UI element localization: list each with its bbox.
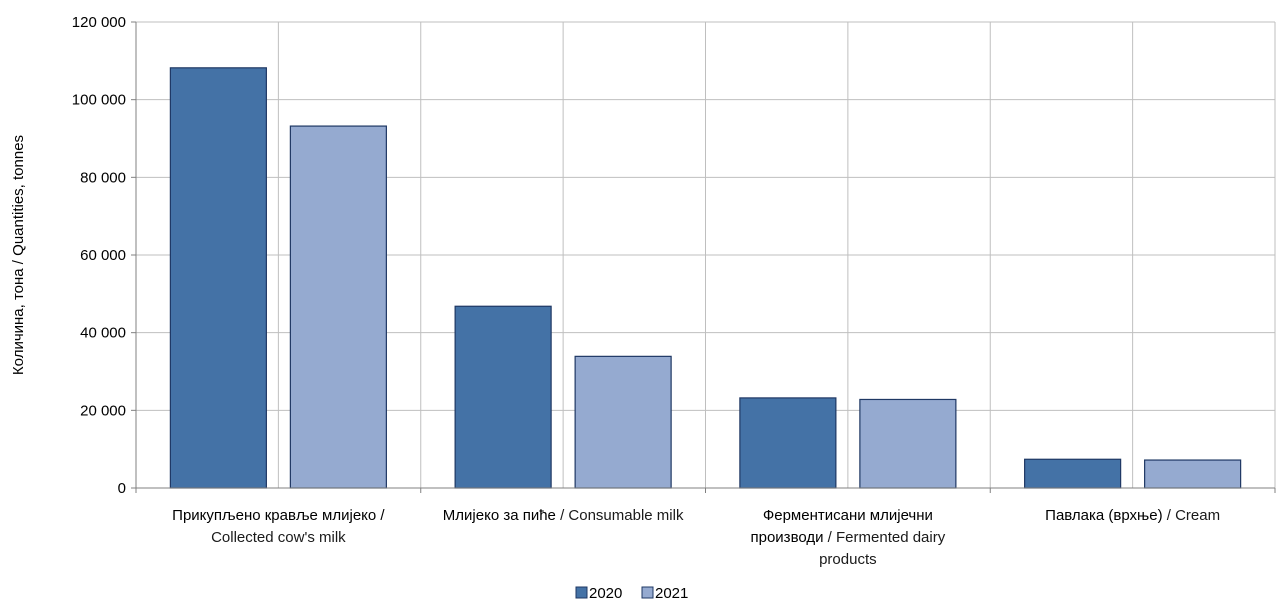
x-category-label: Прикупљено кравље млијеко / Collected cow… — [172, 507, 385, 546]
x-category-label-part: Прикупљено кравље млијеко / — [172, 507, 385, 524]
y-tick-label: 60 000 — [80, 247, 126, 264]
x-category-label-part: products — [819, 551, 877, 568]
bar-2021-3 — [1144, 459, 1242, 489]
x-category-label-part: / Fermented dairy — [824, 529, 946, 546]
x-category-label-part: / Consumable milk — [556, 507, 684, 524]
bar-2021-1 — [574, 355, 672, 489]
axes — [131, 21, 1276, 493]
y-tick-label: 120 000 — [72, 14, 126, 31]
y-tick-label: 20 000 — [80, 402, 126, 419]
legend-swatch — [575, 586, 588, 599]
x-category-label: Млијеко за пиће / Consumable milk — [443, 507, 684, 524]
x-category-label-part: Ферментисани млијечни — [763, 507, 933, 524]
legend[interactable]: 2020 2021 — [575, 585, 688, 602]
legend-label: 2020 — [589, 585, 622, 602]
x-category-label-part: Павлака (врхње) — [1045, 507, 1162, 524]
y-axis-label: Количина, тона / Quantities, tonnes — [10, 135, 27, 375]
bar-2021-0 — [289, 125, 387, 489]
bar-2021-2 — [859, 398, 957, 489]
x-category-labels: Прикупљено кравље млијеко / Collected cow… — [172, 507, 1220, 568]
x-category-label: Ферментисани млијечни производи / Ferment… — [751, 507, 946, 568]
legend-item-2021[interactable]: 2021 — [641, 585, 688, 602]
bar-2020-1 — [454, 305, 552, 489]
legend-item-2020[interactable]: 2020 — [575, 585, 622, 602]
y-tick-label: 80 000 — [80, 169, 126, 186]
y-tick-label: 0 — [118, 480, 126, 497]
x-category-label-part: Collected cow's milk — [211, 529, 346, 546]
y-tick-label: 40 000 — [80, 325, 126, 342]
y-tick-labels: 0 20 000 40 000 60 000 80 000 100 000 120 000 — [72, 14, 126, 497]
bars — [169, 67, 1242, 489]
bar-2020-3 — [1024, 458, 1122, 489]
y-tick-label: 100 000 — [72, 92, 126, 109]
x-category-label-part: Млијеко за пиће — [443, 507, 556, 524]
x-category-label: Павлака (врхње) / Cream — [1045, 507, 1220, 524]
x-category-label-part: производи — [751, 529, 824, 546]
x-category-label-part: / Cream — [1163, 507, 1221, 524]
legend-swatch — [641, 586, 654, 599]
bar-2020-2 — [739, 397, 837, 489]
legend-label: 2021 — [655, 585, 688, 602]
bar-2020-0 — [169, 67, 267, 489]
